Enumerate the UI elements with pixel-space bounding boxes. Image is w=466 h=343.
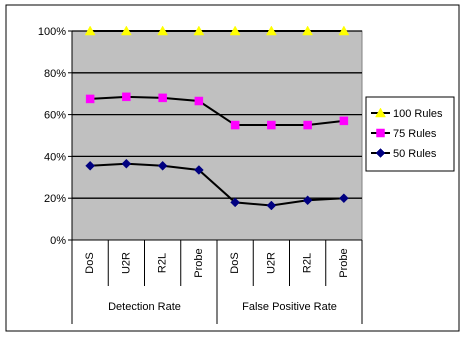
diamond-marker (157, 160, 168, 171)
diamond-marker (339, 193, 349, 204)
square-marker (194, 96, 204, 106)
triangle-marker (302, 25, 314, 36)
y-tick-label: 0% (50, 235, 66, 247)
diamond-marker (375, 148, 386, 158)
series-line (90, 162, 344, 207)
x-category-label: DoS (84, 252, 96, 273)
diamond-marker (85, 160, 95, 171)
diamond-marker (266, 200, 277, 211)
x-category-label: DoS (229, 252, 241, 273)
square-marker (267, 120, 276, 130)
y-tick-label: 60% (44, 110, 66, 122)
square-marker (303, 120, 312, 130)
square-marker (158, 93, 167, 103)
y-tick-label: 40% (44, 151, 66, 163)
x-group-label: False Positive Rate (242, 301, 337, 313)
triangle-marker (157, 25, 169, 36)
triangle-marker (84, 25, 96, 36)
triangle-marker (375, 107, 386, 118)
y-tick-label: 80% (44, 68, 66, 80)
plot-area (71, 30, 363, 241)
x-category-label: U2R (120, 252, 132, 274)
triangle-marker (120, 25, 132, 36)
x-category-label: Probe (193, 248, 205, 277)
triangle-marker (265, 25, 277, 36)
series-line (90, 95, 344, 127)
triangle-marker (193, 25, 205, 36)
x-group-label: Detection Rate (108, 301, 181, 313)
diamond-marker (230, 197, 240, 208)
legend-label: 100 Rules (393, 108, 443, 120)
y-tick-label: 100% (38, 26, 66, 38)
diamond-marker (194, 165, 204, 175)
square-marker (376, 128, 385, 138)
square-marker (122, 92, 131, 102)
x-category-label: U2R (265, 252, 277, 274)
diamond-marker (121, 158, 132, 169)
x-category-label: Probe (338, 248, 350, 277)
triangle-marker (338, 25, 350, 36)
legend-label: 50 Rules (393, 148, 437, 160)
legend-label: 75 Rules (393, 128, 437, 140)
square-marker (230, 120, 240, 130)
triangle-marker (229, 25, 241, 36)
diamond-marker (302, 195, 313, 206)
square-marker (85, 94, 95, 104)
y-tick-label: 20% (44, 193, 66, 205)
x-category-label: R2L (302, 253, 314, 273)
x-category-label: R2L (157, 253, 169, 273)
square-marker (339, 116, 349, 126)
